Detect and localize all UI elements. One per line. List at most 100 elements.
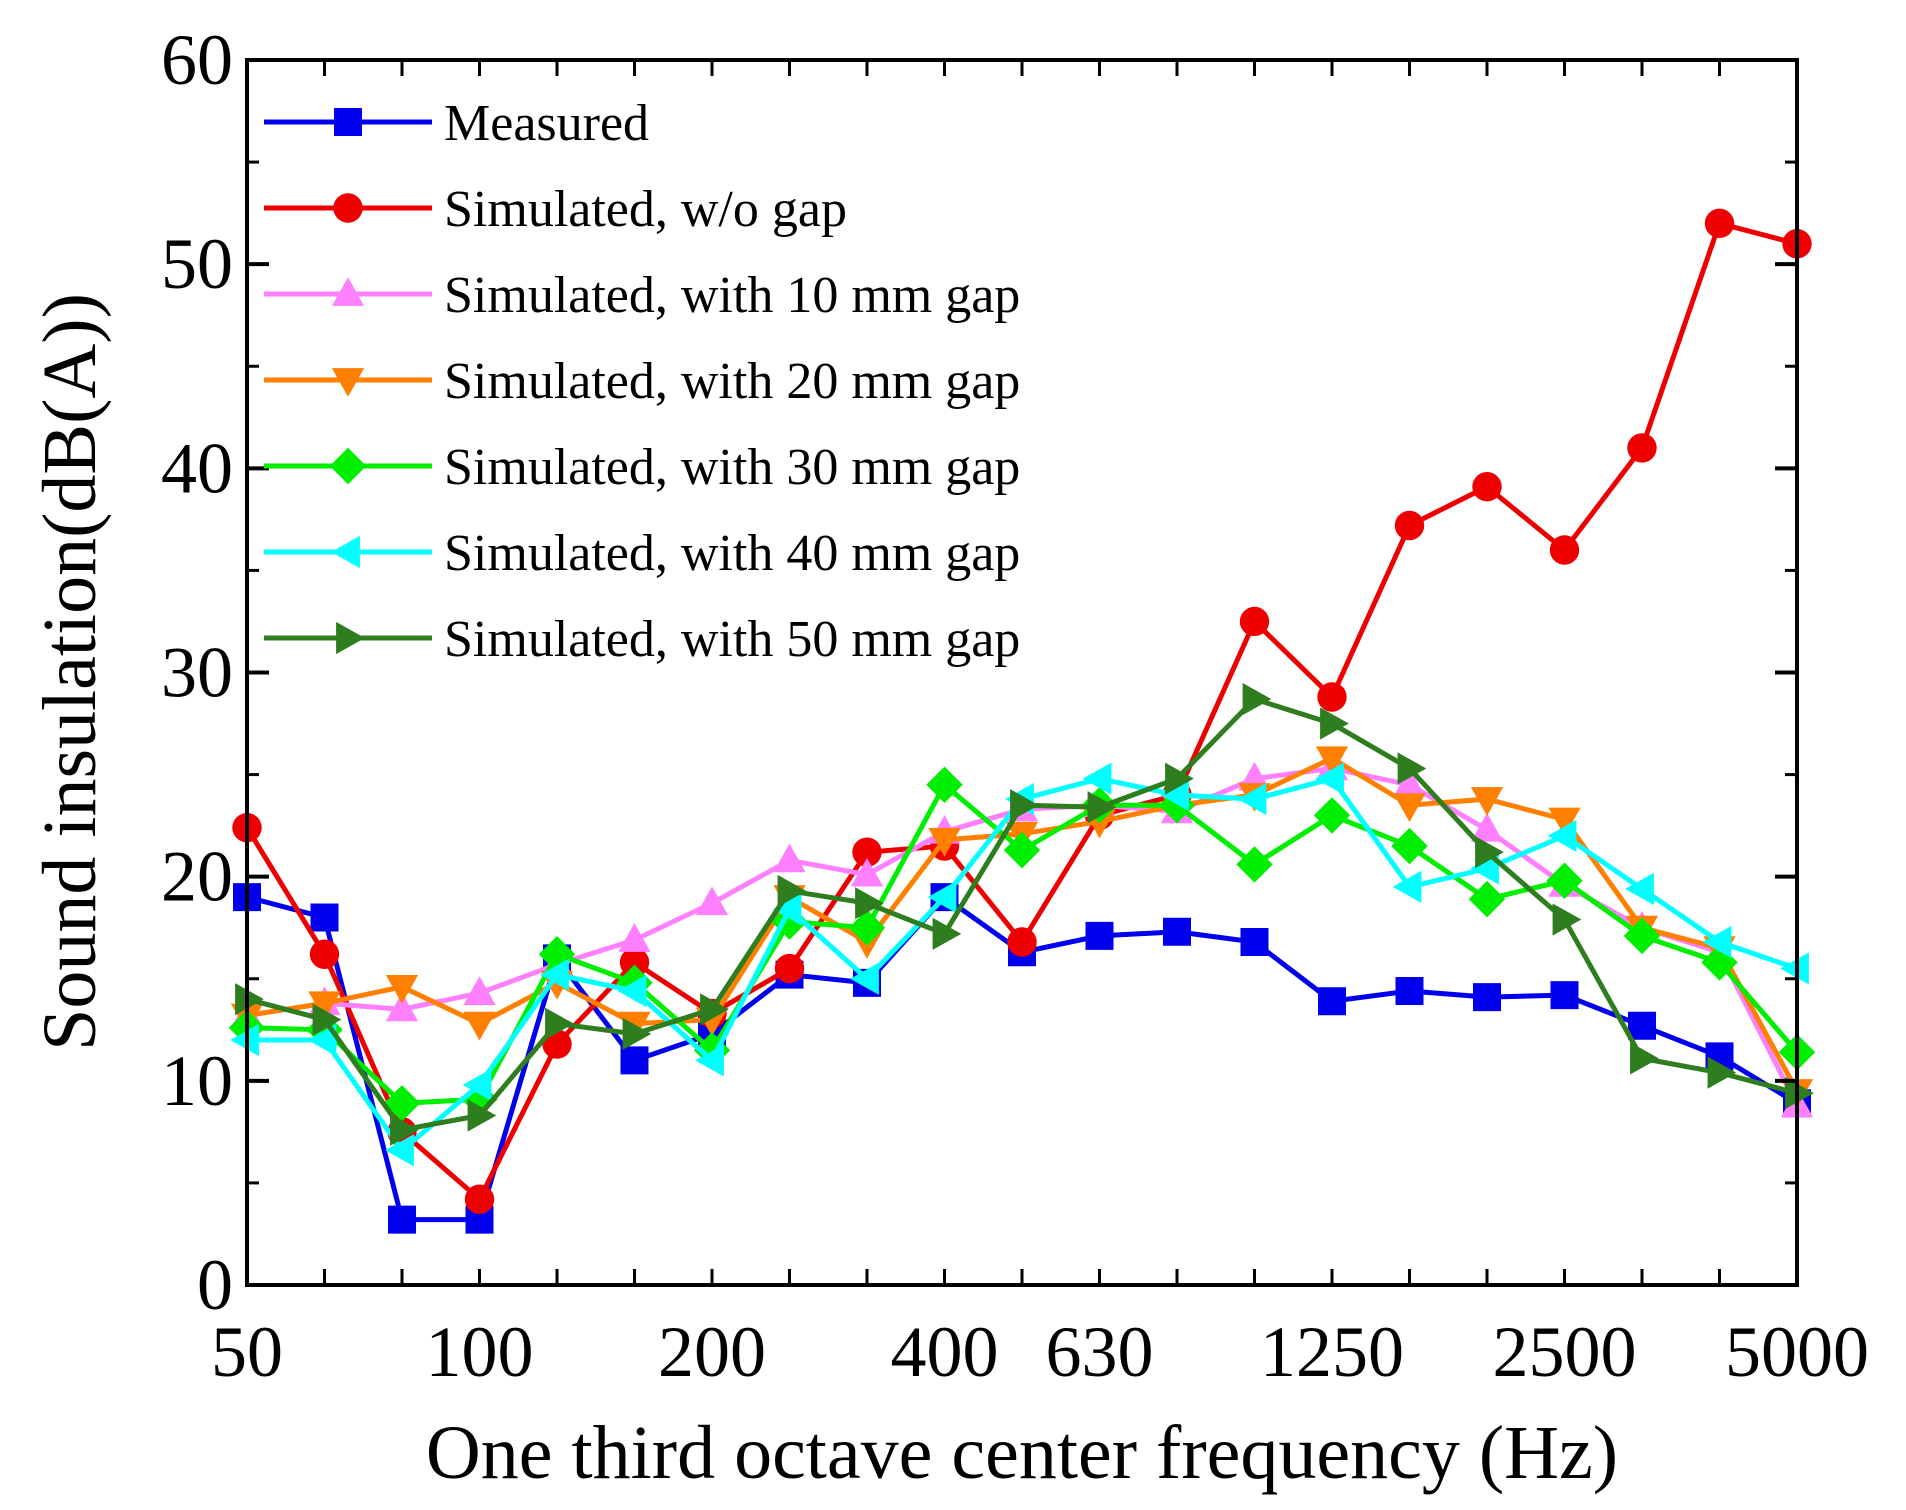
data-point-simulated-with-40-mm-gap — [1082, 762, 1112, 795]
data-point-simulated-w-o-gap — [309, 939, 340, 969]
data-point-simulated-with-40-mm-gap — [1780, 952, 1809, 985]
data-point-simulated-with-50-mm-gap — [1165, 762, 1194, 795]
data-point-simulated-with-10-mm-gap — [385, 992, 419, 1022]
data-point-simulated-w-o-gap — [1317, 682, 1347, 712]
x-tick-label: 630 — [1046, 1312, 1154, 1392]
data-point-simulated-with-30-mm-gap — [1391, 827, 1428, 865]
series-layer — [228, 208, 1816, 1234]
legend-label: Simulated, w/o gap — [444, 181, 847, 238]
y-tick-label: 10 — [161, 1041, 233, 1121]
legend-marker — [334, 108, 362, 136]
data-point-simulated-with-30-mm-gap — [1313, 797, 1351, 834]
data-point-simulated-with-20-mm-gap — [385, 975, 419, 1004]
data-point-simulated-with-20-mm-gap — [1393, 793, 1426, 823]
data-point-simulated-with-20-mm-gap — [1548, 807, 1581, 837]
data-point-measured — [1550, 981, 1579, 1010]
data-point-simulated-with-50-mm-gap — [1087, 791, 1117, 824]
axis-ticks: 0 10 20 30 40 50 60 50 100 200 400 630 1250 2500 5000 — [161, 20, 1869, 1392]
data-point-simulated-with-30-mm-gap — [1236, 846, 1273, 883]
data-point-measured — [1473, 983, 1501, 1012]
y-axis-title: Sound insulation(dB(A)) — [28, 293, 112, 1051]
data-point-simulated-with-30-mm-gap — [1623, 917, 1661, 955]
data-point-simulated-with-40-mm-gap — [1470, 852, 1499, 885]
data-point-measured — [1240, 928, 1269, 956]
data-point-simulated-with-20-mm-gap — [1470, 787, 1504, 816]
data-point-simulated-with-20-mm-gap — [928, 828, 961, 857]
x-tick-label: 1250 — [1260, 1312, 1404, 1392]
y-tick-label: 20 — [161, 837, 233, 917]
data-point-simulated-with-40-mm-gap — [695, 1044, 724, 1077]
data-point-simulated-with-40-mm-gap — [1625, 872, 1654, 906]
data-point-measured — [310, 903, 339, 932]
data-point-simulated-with-50-mm-gap — [1010, 789, 1039, 822]
legend-label: Simulated, with 40 mm gap — [444, 525, 1020, 582]
data-point-simulated-with-20-mm-gap — [308, 991, 341, 1021]
legend-item-simulated-with-40-mm-gap: Simulated, with 40 mm gap — [264, 525, 1020, 582]
data-point-simulated-with-30-mm-gap — [1003, 831, 1041, 869]
legend-marker — [331, 368, 365, 397]
data-point-simulated-with-30-mm-gap — [1468, 880, 1506, 918]
data-point-measured — [465, 1205, 494, 1234]
data-point-simulated-with-40-mm-gap — [385, 1134, 414, 1167]
data-point-simulated-with-50-mm-gap — [235, 983, 264, 1016]
legend-item-simulated-with-10-mm-gap: Simulated, with 10 mm gap — [264, 267, 1020, 324]
legend-item-simulated-with-50-mm-gap: Simulated, with 50 mm gap — [264, 611, 1020, 668]
data-point-simulated-with-20-mm-gap — [463, 1011, 496, 1041]
data-point-simulated-with-40-mm-gap — [927, 880, 957, 914]
data-point-simulated-with-10-mm-gap — [850, 857, 884, 887]
data-point-simulated-with-50-mm-gap — [932, 917, 962, 950]
legend-label: Simulated, with 50 mm gap — [444, 611, 1020, 668]
x-tick-label: 400 — [891, 1312, 999, 1392]
data-point-measured — [1085, 921, 1114, 950]
data-point-simulated-with-50-mm-gap — [1707, 1056, 1737, 1089]
legend-item-simulated-with-30-mm-gap: Simulated, with 30 mm gap — [264, 439, 1020, 496]
data-point-simulated-with-50-mm-gap — [622, 1017, 652, 1050]
data-point-simulated-with-50-mm-gap — [1785, 1076, 1814, 1110]
legend-marker — [333, 193, 363, 223]
data-point-simulated-with-40-mm-gap — [1315, 762, 1344, 795]
legend-marker — [331, 277, 365, 306]
legend-item-simulated-with-20-mm-gap: Simulated, with 20 mm gap — [264, 353, 1020, 410]
data-point-simulated-with-10-mm-gap — [463, 976, 496, 1005]
data-point-simulated-with-30-mm-gap — [926, 766, 963, 803]
data-point-measured — [1163, 917, 1191, 946]
data-point-simulated-with-40-mm-gap — [1237, 782, 1267, 816]
legend-label: Simulated, with 20 mm gap — [444, 353, 1020, 410]
data-point-simulated-w-o-gap — [1472, 472, 1502, 502]
y-tick-label: 0 — [197, 1245, 233, 1325]
data-point-simulated-with-30-mm-gap — [383, 1085, 421, 1122]
x-tick-label: 50 — [211, 1312, 283, 1392]
x-axis-title: One third octave center frequency (Hz) — [426, 1411, 1618, 1495]
data-point-simulated-w-o-gap — [1704, 208, 1735, 239]
legend-item-simulated-w-o-gap: Simulated, w/o gap — [264, 181, 847, 238]
data-point-simulated-w-o-gap — [619, 947, 650, 978]
data-point-measured — [388, 1205, 416, 1234]
data-point-simulated-with-50-mm-gap — [1242, 682, 1272, 716]
data-point-simulated-w-o-gap — [464, 1184, 495, 1214]
data-point-simulated-w-o-gap — [852, 837, 882, 867]
y-tick-label: 30 — [161, 633, 233, 713]
data-point-simulated-with-10-mm-gap — [1470, 812, 1504, 842]
legend-label: Measured — [444, 95, 649, 152]
legend-marker — [336, 621, 365, 655]
y-tick-label: 50 — [161, 224, 233, 304]
data-point-simulated-w-o-gap — [1394, 510, 1425, 541]
data-point-simulated-with-40-mm-gap — [1392, 870, 1422, 903]
data-point-simulated-with-30-mm-gap — [848, 909, 886, 946]
data-point-simulated-with-10-mm-gap — [618, 923, 651, 952]
data-point-simulated-with-20-mm-gap — [1315, 746, 1349, 776]
legend: Measured Simulated, w/o gap Simulated, wit… — [264, 95, 1020, 668]
data-point-measured — [620, 1046, 649, 1075]
data-point-simulated-with-40-mm-gap — [1160, 778, 1189, 812]
legend-label: Simulated, with 10 mm gap — [444, 267, 1020, 324]
data-point-simulated-with-50-mm-gap — [700, 993, 729, 1026]
legend-marker — [331, 535, 360, 569]
data-point-simulated-with-50-mm-gap — [390, 1113, 419, 1146]
data-point-simulated-w-o-gap — [1627, 433, 1657, 463]
data-point-measured — [1628, 1011, 1656, 1040]
data-point-simulated-with-10-mm-gap — [695, 886, 729, 916]
x-tick-label: 100 — [426, 1312, 534, 1392]
data-point-simulated-with-40-mm-gap — [772, 893, 802, 926]
y-tick-label: 40 — [161, 428, 233, 508]
